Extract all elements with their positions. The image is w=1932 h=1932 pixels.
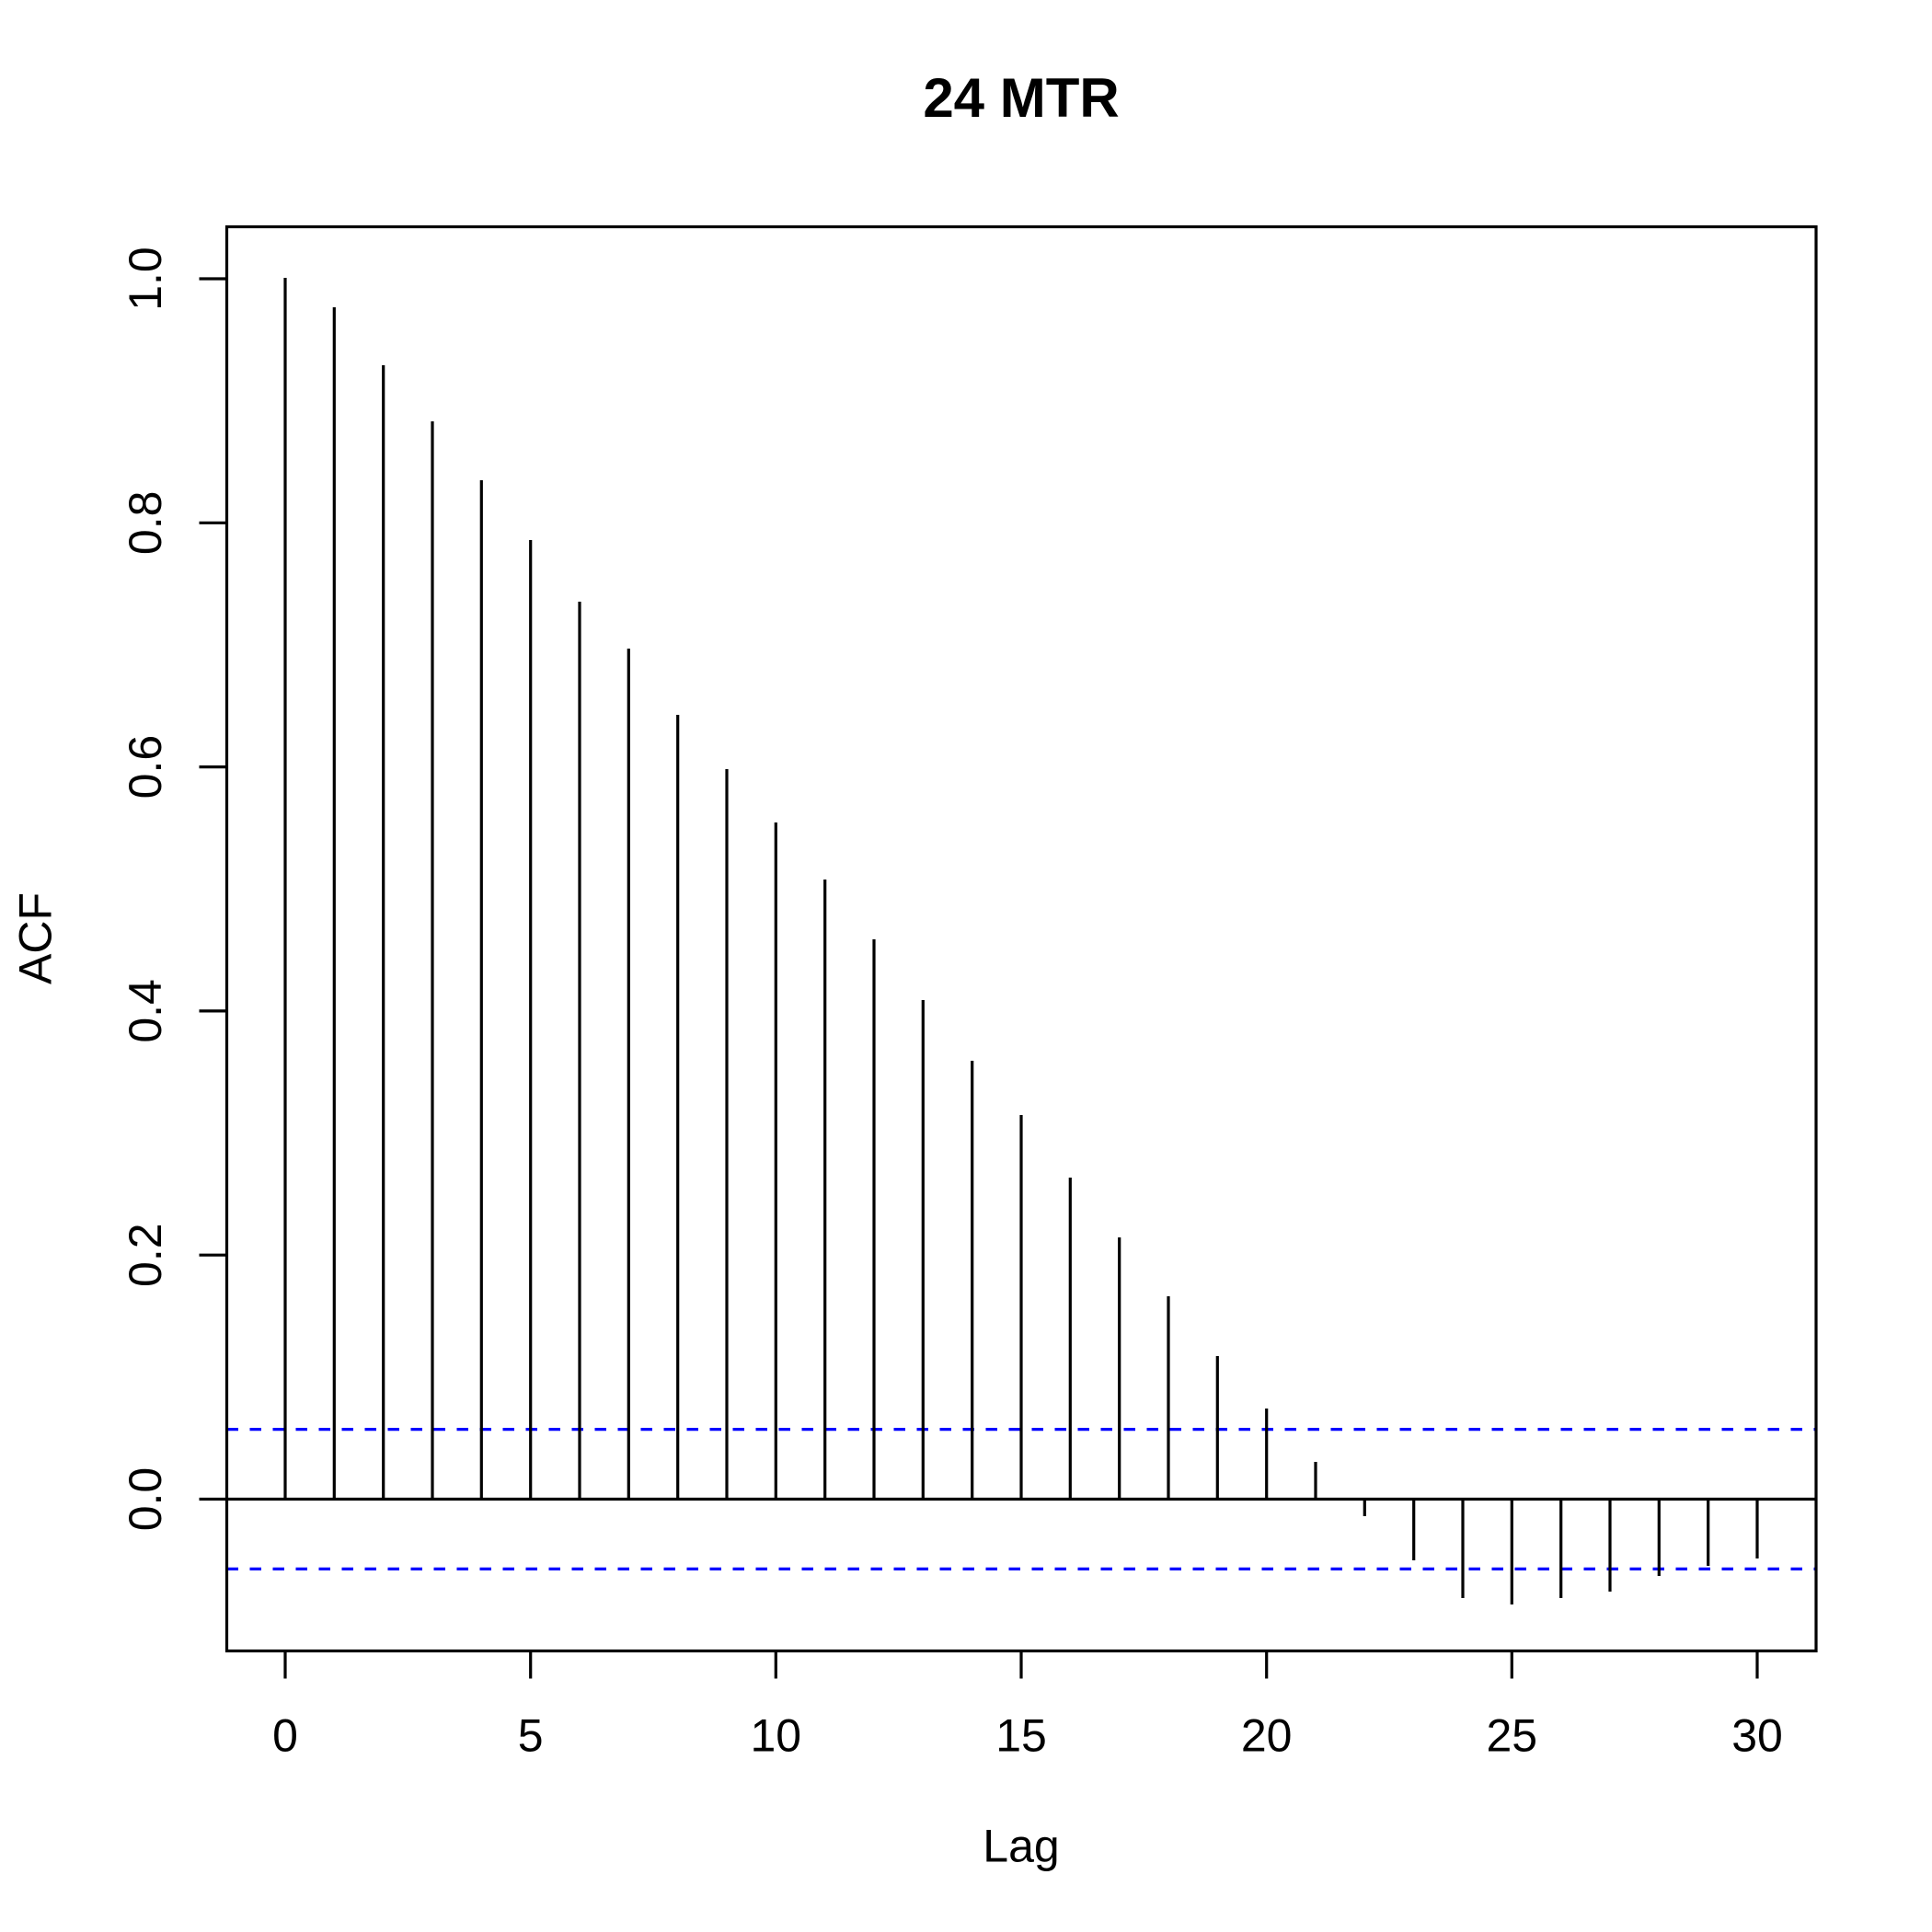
svg-text:0.4: 0.4 (120, 979, 171, 1043)
svg-text:25: 25 (1486, 1710, 1537, 1762)
svg-text:0.2: 0.2 (120, 1223, 171, 1287)
svg-text:15: 15 (995, 1710, 1047, 1762)
svg-text:30: 30 (1731, 1710, 1783, 1762)
svg-text:0: 0 (272, 1710, 298, 1762)
svg-text:5: 5 (518, 1710, 544, 1762)
svg-text:20: 20 (1241, 1710, 1293, 1762)
svg-text:1.0: 1.0 (120, 247, 171, 311)
svg-text:10: 10 (750, 1710, 801, 1762)
svg-text:0.0: 0.0 (120, 1467, 171, 1532)
svg-text:24 MTR: 24 MTR (923, 67, 1119, 129)
svg-text:Lag: Lag (983, 1821, 1059, 1872)
svg-text:0.6: 0.6 (120, 735, 171, 799)
svg-text:ACF: ACF (10, 892, 62, 984)
svg-text:0.8: 0.8 (120, 491, 171, 556)
